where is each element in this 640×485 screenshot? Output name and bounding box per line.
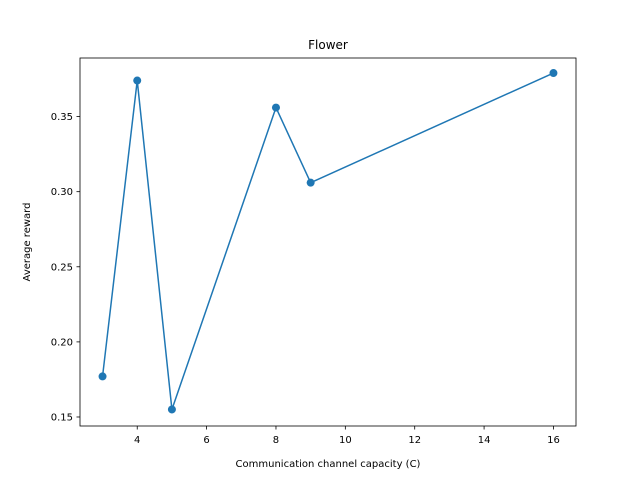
y-tick-label: 0.20 <box>51 337 73 348</box>
plot-area: 4 6 8 10 12 14 16 0.15 0.20 0.25 0.30 0.35 <box>51 57 577 446</box>
y-tick-label: 0.35 <box>51 112 73 123</box>
x-tick-label: 6 <box>203 435 209 446</box>
chart-title: Flower <box>308 38 348 52</box>
series-line <box>101 72 554 411</box>
y-axis-label: Average reward <box>22 203 33 282</box>
x-tick-label: 8 <box>273 435 279 446</box>
data-point <box>167 405 176 414</box>
data-point <box>133 76 142 85</box>
data-point <box>549 69 558 78</box>
data-point <box>306 178 315 187</box>
y-tick-label: 0.30 <box>51 187 73 198</box>
data-point <box>98 372 107 381</box>
y-tick-label: 0.15 <box>51 412 73 423</box>
x-tick-label: 12 <box>408 435 421 446</box>
axes-frame <box>79 57 577 427</box>
data-point <box>271 103 280 112</box>
x-tick-label: 14 <box>478 435 491 446</box>
x-tick-label: 4 <box>134 435 140 446</box>
x-axis-label: Communication channel capacity (C) <box>236 459 421 470</box>
x-tick-label: 10 <box>339 435 352 446</box>
x-tick-label: 16 <box>547 435 560 446</box>
y-tick-label: 0.25 <box>51 262 73 273</box>
